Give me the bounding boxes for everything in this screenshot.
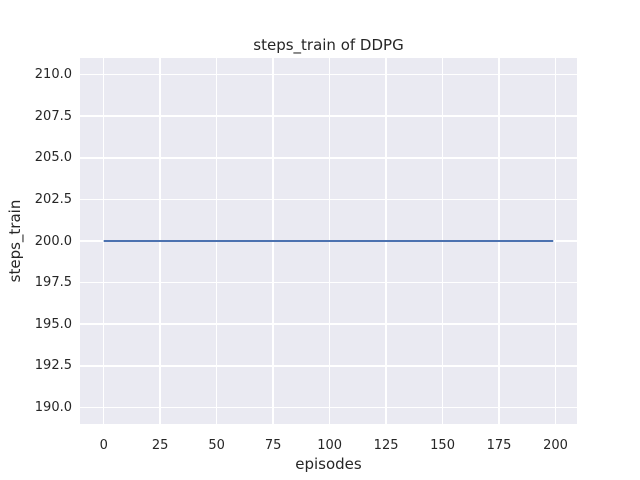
gridline-horizontal [80,323,577,325]
x-tick-label: 25 [151,438,169,453]
y-tick-label: 207.5 [34,108,72,124]
x-tick-label: 50 [208,438,225,453]
plot-lines [103,240,554,242]
x-tick-label: 125 [373,438,399,453]
gridline-horizontal [80,281,577,284]
x-tick-label: 0 [99,438,108,453]
x-tick-label: 150 [430,438,455,453]
gridline-horizontal [80,406,577,409]
x-tick-label: 75 [264,438,282,453]
y-tick-label: 190.0 [34,399,72,415]
gridline-horizontal [80,157,577,159]
x-axis-label: episodes [295,455,362,473]
gridline-horizontal [80,115,577,117]
gridline-horizontal [80,365,577,367]
plot-area [80,58,577,424]
y-tick-label: 210.0 [34,67,72,83]
x-tick-label: 200 [543,438,568,453]
chart-title: steps_train of DDPG [253,36,404,54]
x-tick-label: 100 [317,438,343,453]
y-tick-label: 200.0 [34,233,72,249]
y-tick-label: 205.0 [34,150,72,166]
x-tick-label: 175 [486,438,512,453]
y-tick-label: 192.5 [34,358,72,374]
gridline-vertical [554,58,557,424]
gridline-horizontal [80,198,577,201]
y-tick-label: 202.5 [34,191,72,207]
gridline-vertical [102,58,105,424]
y-tick-label: 197.5 [34,275,72,291]
gridline-horizontal [80,73,577,76]
y-tick-label: 195.0 [34,316,72,332]
